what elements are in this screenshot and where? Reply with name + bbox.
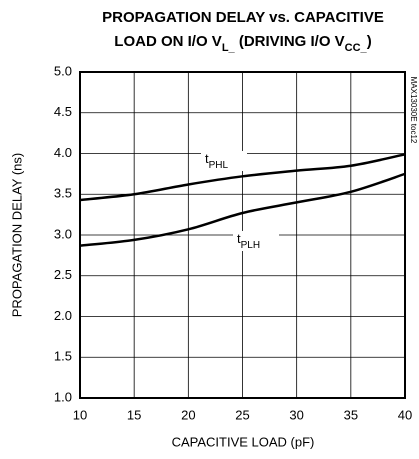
chart-title: PROPAGATION DELAY vs. CAPACITIVE: [102, 9, 384, 26]
y-tick-label: 2.0: [54, 308, 72, 323]
x-tick-label: 10: [73, 407, 87, 422]
y-tick-label: 2.5: [54, 267, 72, 282]
x-tick-label: 15: [127, 407, 141, 422]
title-part: ): [367, 33, 372, 50]
y-tick-label: 5.0: [54, 63, 72, 78]
y-tick-label: 3.0: [54, 226, 72, 241]
y-tick-label: 4.5: [54, 104, 72, 119]
chart-title: LOAD ON I/O VL_ (DRIVING I/O VCC_): [114, 33, 371, 54]
plot-border: [79, 71, 406, 399]
series-line: [79, 172, 406, 247]
series-label-sub: PHL: [209, 160, 229, 171]
title-part: LOAD ON I/O V: [114, 33, 222, 50]
series-label-sub: PLH: [241, 240, 260, 251]
label-bg: [201, 151, 247, 171]
series-label-main: t: [237, 231, 241, 246]
title-part: CC_: [345, 42, 368, 54]
title-part: (DRIVING I/O V: [235, 33, 345, 50]
y-tick-label: 4.0: [54, 145, 72, 160]
label-bg: [233, 231, 279, 251]
x-tick-label: 20: [181, 407, 195, 422]
watermark: MAX13030E toc12: [409, 77, 418, 144]
title-part: L_: [222, 42, 236, 54]
x-axis-label: CAPACITIVE LOAD (pF): [172, 434, 315, 449]
x-tick-label: 25: [235, 407, 249, 422]
y-tick-label: 3.5: [54, 186, 72, 201]
x-tick-label: 40: [398, 407, 412, 422]
series-label-main: t: [205, 151, 209, 166]
y-axis-label: PROPAGATION DELAY (ns): [9, 153, 24, 317]
x-tick-label: 30: [289, 407, 303, 422]
series-line: [79, 153, 406, 202]
series-label: tPHL: [205, 151, 229, 171]
y-tick-label: 1.0: [54, 389, 72, 404]
series-label: tPLH: [237, 231, 260, 251]
x-tick-label: 35: [344, 407, 358, 422]
y-tick-label: 1.5: [54, 349, 72, 364]
